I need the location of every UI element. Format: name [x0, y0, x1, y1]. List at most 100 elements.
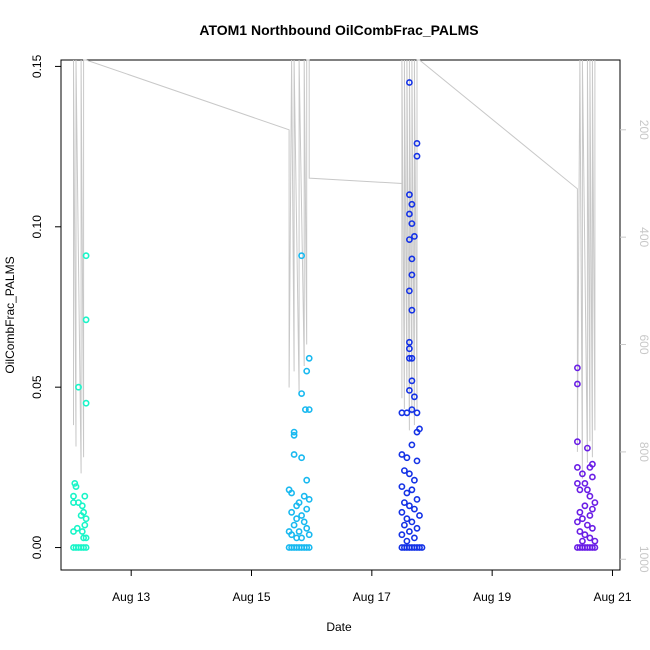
data-point-series-1 — [78, 528, 86, 535]
data-point-series-3 — [413, 524, 421, 532]
data-point-series-4 — [579, 515, 586, 523]
data-point-series-4 — [591, 537, 599, 545]
data-point-series-2 — [305, 531, 313, 539]
data-point-series-3 — [410, 476, 418, 484]
data-point-series-3 — [403, 489, 411, 497]
data-point-series-4 — [584, 444, 591, 452]
data-point-series-1 — [82, 544, 90, 551]
data-point-series-4 — [589, 473, 596, 481]
x-tick-label: Aug 15 — [232, 590, 270, 604]
chart-title: ATOM1 Northbound OilCombFrac_PALMS — [199, 22, 478, 38]
data-point-series-3 — [405, 236, 413, 243]
data-point-series-4 — [574, 479, 581, 487]
data-point-series-3 — [400, 521, 408, 529]
data-point-series-1 — [77, 512, 85, 519]
data-point-series-3 — [410, 393, 418, 401]
data-point-series-3 — [405, 345, 413, 353]
data-point-series-4 — [574, 380, 581, 388]
data-point-series-3 — [408, 220, 416, 227]
x-axis: Aug 13 Aug 15 Aug 17 Aug 19 Aug 21 — [112, 570, 632, 604]
data-point-series-3 — [416, 544, 423, 551]
data-point-series-3 — [413, 428, 421, 436]
secondary-y-axis: 200 400 600 800 1000 — [620, 120, 650, 573]
data-point-series-4 — [579, 470, 586, 478]
data-point-series-1 — [80, 544, 87, 551]
data-point-series-3 — [408, 486, 416, 494]
data-point-series-2 — [290, 451, 298, 458]
data-point-series-3 — [398, 451, 406, 458]
secondary-series-lines — [73, 59, 596, 479]
data-point-series-1 — [75, 499, 82, 506]
x-tick-label: Aug 21 — [593, 590, 631, 604]
data-point-series-4 — [586, 534, 594, 542]
data-point-series-3 — [408, 271, 416, 279]
secondary-y-tick-label: 200 — [637, 120, 650, 140]
data-point-series-2 — [303, 544, 311, 551]
data-point-series-4 — [576, 486, 584, 494]
data-point-series-2 — [298, 390, 305, 397]
data-point-series-2 — [298, 252, 305, 260]
data-point-series-3 — [398, 531, 406, 539]
data-point-series-2 — [301, 406, 309, 413]
data-point-series-4 — [584, 521, 591, 529]
data-point-series-3 — [418, 544, 426, 551]
data-point-series-2 — [298, 454, 305, 462]
plot-frame — [60, 59, 621, 571]
data-point-series-4 — [589, 524, 596, 532]
data-point-series-1 — [72, 483, 80, 490]
secondary-y-tick-label: 600 — [637, 335, 650, 355]
data-point-series-3 — [400, 499, 408, 506]
data-point-series-2 — [305, 406, 313, 413]
data-point-series-4 — [586, 492, 594, 500]
data-point-series-3 — [403, 454, 411, 462]
data-point-series-3 — [405, 470, 413, 478]
secondary-series-line — [73, 59, 596, 479]
data-point-series-2 — [290, 431, 298, 439]
data-point-series-3 — [398, 508, 406, 516]
data-point-series-2 — [305, 354, 313, 362]
data-point-series-3 — [413, 152, 421, 160]
data-point-series-1 — [82, 534, 90, 542]
y-axis-label: OilCombFrac_PALMS — [3, 256, 17, 373]
x-tick-label: Aug 13 — [112, 590, 150, 604]
data-point-series-1 — [70, 492, 77, 500]
data-point-series-2 — [288, 531, 295, 539]
data-point-series-2 — [303, 367, 311, 375]
secondary-y-tick-label: 1000 — [637, 546, 650, 573]
data-point-series-3 — [400, 467, 408, 474]
data-point-series-3 — [398, 483, 406, 490]
data-point-series-3 — [408, 518, 416, 526]
data-point-series-3 — [413, 457, 421, 465]
data-point-series-1 — [81, 521, 89, 529]
data-point-series-2 — [290, 521, 298, 529]
data-point-series-3 — [410, 232, 418, 240]
data-point-series-3 — [408, 255, 416, 263]
data-point-series-2 — [303, 505, 311, 513]
data-point-series-3 — [405, 502, 413, 510]
data-point-series-4 — [574, 364, 581, 372]
data-point-series-1 — [75, 383, 82, 391]
data-point-series-3 — [410, 534, 418, 542]
data-point-series-3 — [413, 139, 421, 147]
data-point-series-3 — [408, 354, 416, 362]
data-point-series-2 — [293, 515, 300, 523]
data-point-series-3 — [405, 338, 413, 346]
data-point-series-3 — [405, 386, 413, 394]
data-point-series-3 — [408, 406, 416, 413]
scatter-points — [70, 79, 599, 551]
data-point-series-2 — [293, 502, 300, 510]
data-point-series-3 — [408, 200, 416, 208]
data-point-series-2 — [295, 528, 303, 535]
data-point-series-4 — [576, 528, 584, 535]
y-axis: 0.00 0.05 0.10 0.15 — [30, 54, 61, 559]
data-point-series-3 — [405, 79, 413, 86]
data-point-series-1 — [78, 502, 86, 510]
data-point-series-2 — [300, 518, 308, 526]
data-point-series-3 — [410, 505, 418, 513]
data-point-series-2 — [298, 534, 305, 542]
data-point-series-3 — [405, 191, 413, 199]
data-point-series-4 — [586, 512, 594, 519]
data-point-series-2 — [300, 492, 308, 500]
data-point-series-3 — [408, 306, 416, 314]
